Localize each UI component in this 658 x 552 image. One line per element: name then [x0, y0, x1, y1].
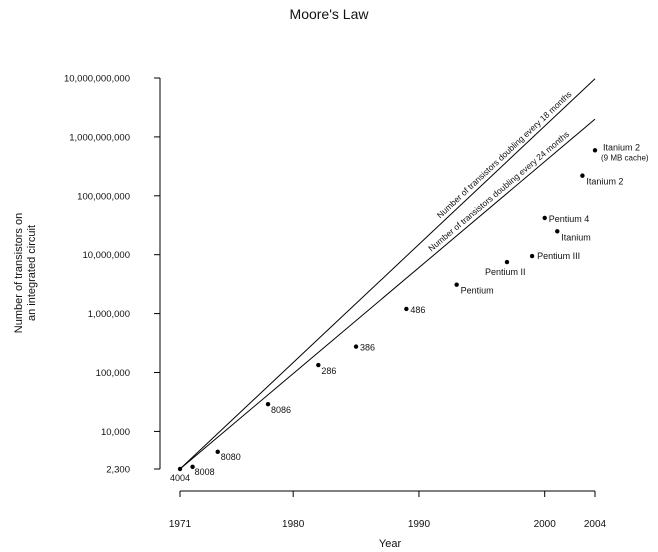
trend-line [179, 78, 596, 470]
data-point [542, 215, 547, 221]
y-tick-label: 2,300 [106, 465, 130, 476]
data-point-label: 4004 [170, 473, 190, 483]
x-tick-label: 1971 [169, 519, 192, 530]
chart-title: Moore's Law [289, 6, 369, 22]
data-point-label: 8080 [221, 452, 241, 462]
data-point-label: Itanium [561, 232, 591, 242]
y-axis-label-line: an integrated circuit [26, 225, 38, 321]
trend-line [179, 118, 596, 470]
trend-line-label: Number of transistors doubling every 24 … [426, 129, 571, 253]
data-point-label: Pentium II [485, 267, 526, 277]
data-point [555, 229, 560, 234]
data-point-label: Pentium III [537, 251, 580, 261]
data-point-label: Itanium 2 [586, 177, 623, 187]
data-point-label: Itanium 2 [603, 142, 640, 152]
y-tick-label: 100,000 [96, 368, 130, 379]
data-point-label: 286 [321, 366, 336, 376]
y-tick-label: 1,000,000,000 [69, 132, 130, 143]
data-point [177, 466, 183, 472]
x-axis-label: Year [379, 538, 402, 550]
data-point-label-sub: (9 MB cache) [601, 153, 649, 162]
data-point-label: 386 [360, 343, 375, 353]
data-point [529, 253, 535, 259]
y-tick-label: 1,000,000 [88, 309, 130, 320]
x-tick-label: 1980 [282, 519, 305, 530]
data-point [580, 173, 585, 178]
y-tick-label: 100,000,000 [77, 191, 130, 202]
x-tick-label: 2004 [584, 519, 607, 530]
data-point-label: 486 [410, 305, 425, 315]
x-tick-label: 1990 [408, 519, 431, 530]
data-point [265, 401, 271, 407]
data-point-label: 8086 [271, 405, 291, 415]
data-point [592, 148, 598, 153]
data-point-label: Pentium [461, 286, 494, 296]
y-tick-label: 10,000,000 [82, 250, 130, 261]
data-point [504, 259, 510, 265]
y-tick-label: 10,000 [101, 427, 130, 438]
y-axis-label: Number of transistors onan integrated ci… [13, 213, 38, 333]
data-point-label: 8008 [195, 467, 215, 477]
data-point [316, 362, 321, 368]
y-tick-label: 10,000,000,000 [64, 74, 130, 85]
y-axis-label-line: Number of transistors on [13, 213, 25, 333]
data-point [353, 344, 359, 349]
data-point [404, 306, 409, 312]
x-tick-label: 2000 [534, 519, 557, 530]
data-point [454, 282, 459, 287]
data-point [215, 449, 220, 455]
data-point [190, 464, 195, 470]
data-point-label: Pentium 4 [549, 214, 590, 224]
